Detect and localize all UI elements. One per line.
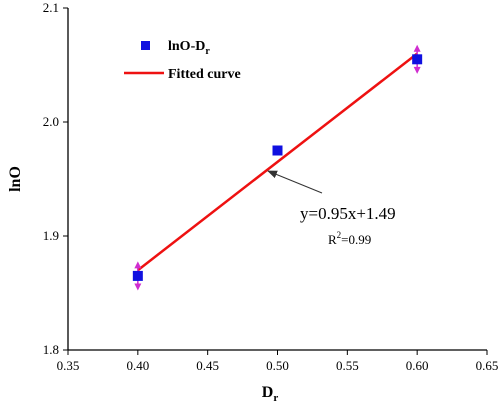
x-tick-label: 0.50 [266,358,289,373]
legend-label-points: lnO-Dr [168,39,210,57]
legend: lnO-Dr Fitted curve [124,39,241,82]
annotation-arrow [267,170,323,194]
plot-frame [67,8,487,351]
legend-label-fit: Fitted curve [168,67,241,82]
fit-line [137,52,418,272]
x-axis-title-sub: r [273,392,278,404]
annotation-r2-main: R [328,232,337,247]
data-point [132,270,143,281]
legend-label-points-main: lnO-D [168,39,205,54]
y-axis-title: lnO [7,166,24,192]
x-axis-ticks: 0.35 0.40 0.45 0.50 0.55 0.60 0.65 [57,350,498,373]
error-cap-up [413,44,421,52]
legend-marker-square [141,41,150,50]
error-cap-down [134,283,142,291]
annotation-r2-value: =0.99 [341,232,371,247]
fit-layer [137,52,418,272]
annotation-r2: R2=0.99 [328,230,371,247]
y-tick-label: 2.1 [43,0,59,15]
error-cap-down [413,66,421,74]
error-cap-up [134,261,142,269]
y-tick-label: 1.8 [43,342,59,357]
annotation-r2-sup: 2 [337,230,342,240]
y-tick-label: 2.0 [43,114,59,129]
x-tick-label: 0.60 [406,358,429,373]
x-tick-label: 0.65 [476,358,498,373]
x-tick-label: 0.45 [196,358,219,373]
y-tick-label: 1.9 [43,228,59,243]
y-axis-ticks: 1.8 1.9 2.0 2.1 [43,0,68,357]
x-axis-title-main: D [262,384,274,401]
data-point [412,54,423,65]
data-point [272,145,283,156]
x-axis-title: Dr [262,384,279,404]
x-tick-label: 0.35 [57,358,80,373]
point-layer [132,54,423,281]
x-tick-label: 0.40 [126,358,149,373]
legend-label-points-sub: r [205,46,210,57]
annotation-equation: y=0.95x+1.49 [300,204,396,223]
x-tick-label: 0.55 [336,358,359,373]
